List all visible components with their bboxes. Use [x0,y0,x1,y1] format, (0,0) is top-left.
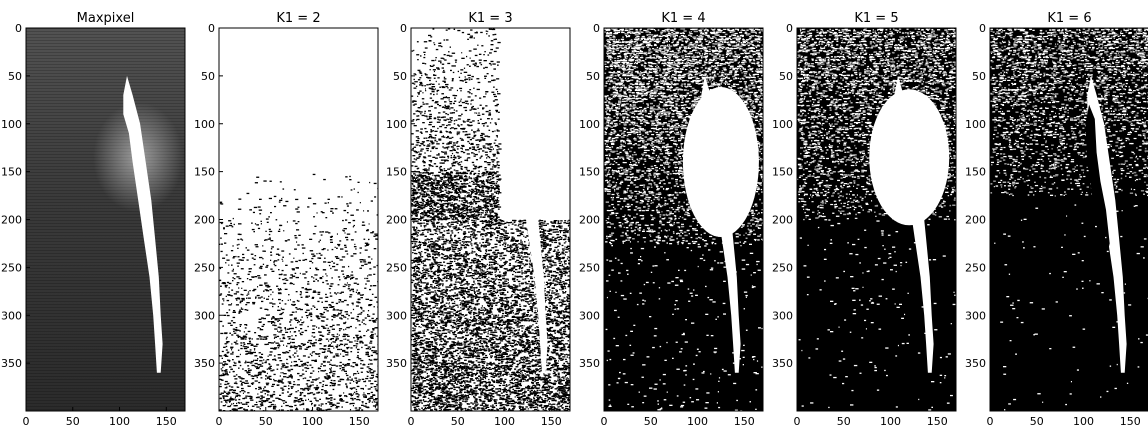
x-tick-label: 150 [734,415,755,428]
y-tick-label: 300 [965,309,986,322]
y-tick-label: 250 [1,261,22,274]
x-tick-label: 50 [259,415,273,428]
panel-image-5 [990,28,1148,411]
y-tick-label: 350 [1,357,22,370]
y-tick-label: 250 [772,261,793,274]
y-tick-label: 150 [579,166,600,179]
x-tick-label: 50 [451,415,465,428]
y-tick-label: 200 [579,214,600,227]
y-tick-label: 100 [194,118,215,131]
x-tick-label: 0 [23,415,30,428]
plume-cavity [1085,104,1110,268]
x-tick-label: 100 [687,415,708,428]
y-tick-label: 250 [579,261,600,274]
x-tick-label: 0 [408,415,415,428]
x-tick-label: 150 [927,415,948,428]
y-tick-label: 350 [194,357,215,370]
y-tick-label: 50 [972,70,986,83]
y-tick-label: 250 [965,261,986,274]
x-tick-label: 50 [1030,415,1044,428]
panel-title: K1 = 6 [1047,11,1091,26]
panel-image-3 [604,28,763,411]
y-tick-label: 150 [965,166,986,179]
y-tick-label: 50 [201,70,215,83]
y-tick-label: 300 [772,309,793,322]
x-tick-label: 0 [601,415,608,428]
x-tick-label: 100 [302,415,323,428]
y-tick-label: 100 [772,118,793,131]
panel-title: K1 = 2 [276,11,320,26]
y-tick-label: 0 [400,22,407,35]
y-tick-label: 300 [1,309,22,322]
y-tick-label: 350 [965,357,986,370]
panel-title: Maxpixel [77,11,135,26]
y-tick-label: 200 [194,214,215,227]
plume-shape [123,75,163,373]
y-tick-label: 300 [194,309,215,322]
y-tick-label: 350 [579,357,600,370]
y-tick-label: 100 [579,118,600,131]
panel-title: K1 = 4 [661,11,705,26]
panel-title: K1 = 5 [854,11,898,26]
panel-image-0 [26,28,185,411]
y-tick-label: 0 [593,22,600,35]
y-tick-label: 50 [393,70,407,83]
x-tick-label: 100 [494,415,515,428]
y-tick-label: 150 [772,166,793,179]
y-tick-label: 200 [965,214,986,227]
x-tick-label: 100 [1073,415,1094,428]
y-tick-label: 150 [194,166,215,179]
x-tick-label: 150 [541,415,562,428]
panel-image-4 [797,28,956,411]
y-tick-label: 250 [386,261,407,274]
x-tick-label: 150 [156,415,177,428]
y-tick-label: 300 [386,309,407,322]
y-tick-label: 0 [15,22,22,35]
panel-title: K1 = 3 [468,11,512,26]
y-tick-label: 150 [386,166,407,179]
y-tick-label: 300 [579,309,600,322]
x-tick-label: 0 [794,415,801,428]
y-tick-label: 350 [772,357,793,370]
y-tick-label: 50 [779,70,793,83]
y-tick-label: 200 [772,214,793,227]
x-tick-label: 0 [216,415,223,428]
x-tick-label: 50 [66,415,80,428]
y-tick-label: 0 [208,22,215,35]
x-tick-label: 100 [109,415,130,428]
y-tick-label: 50 [8,70,22,83]
x-tick-label: 0 [987,415,994,428]
y-tick-label: 0 [979,22,986,35]
y-tick-label: 250 [194,261,215,274]
y-tick-label: 200 [1,214,22,227]
y-tick-label: 350 [386,357,407,370]
y-tick-label: 100 [386,118,407,131]
y-tick-label: 200 [386,214,407,227]
x-tick-label: 150 [349,415,370,428]
y-tick-label: 50 [586,70,600,83]
y-tick-label: 150 [1,166,22,179]
y-tick-label: 0 [786,22,793,35]
y-tick-label: 100 [965,118,986,131]
x-tick-label: 50 [837,415,851,428]
panel-image-1 [219,28,378,411]
x-tick-label: 50 [644,415,658,428]
x-tick-label: 150 [1120,415,1141,428]
panel-image-2 [411,28,570,411]
y-tick-label: 100 [1,118,22,131]
x-tick-label: 100 [880,415,901,428]
